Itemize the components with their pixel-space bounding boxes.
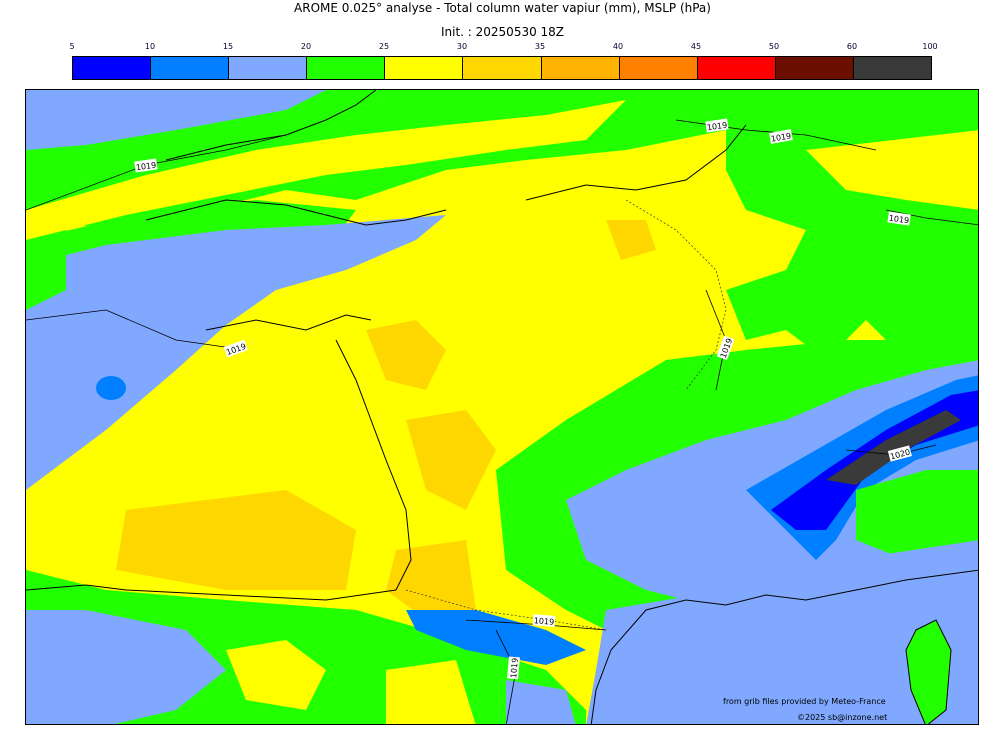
- vapour-field-25-30: [806, 130, 978, 210]
- isobar-label-box: [223, 339, 249, 358]
- corsica-coast: [905, 619, 952, 724]
- isobar-line: [885, 209, 978, 226]
- vapour-field-30-35: [366, 320, 446, 390]
- water-vapour-map: 1019 1019 1019 1019 1019 1019: [26, 90, 978, 724]
- brittany-coast: [205, 314, 372, 331]
- isobar-label: 1019: [888, 214, 909, 226]
- belgium-coast: [525, 124, 747, 201]
- colorbar-tick-label: 40: [612, 42, 624, 51]
- border-east: [625, 199, 727, 391]
- vapour-field-15-20: [506, 680, 576, 724]
- vapour-field-20-25: [26, 90, 978, 230]
- data-source-credit: from grib files provided by Meteo-France: [723, 697, 886, 706]
- vapour-field-30-35: [406, 410, 496, 510]
- isobar-label-box: [887, 211, 911, 226]
- map-title: AROME 0.025° analyse - Total column wate…: [294, 1, 711, 15]
- colorbar-tick-label: 15: [222, 42, 234, 51]
- spain-north-coast: [26, 584, 397, 601]
- colorbar-segment: [619, 57, 698, 79]
- init-time: Init. : 20250530 18Z: [440, 25, 565, 39]
- colorbar-segment: [697, 57, 776, 79]
- colorbar-tick-label: 20: [300, 42, 312, 51]
- isobar-label: 1019: [770, 131, 792, 143]
- vapour-field-15-20: [26, 215, 446, 490]
- catalonia-coast: [590, 649, 612, 724]
- vapour-field-25-30: [386, 660, 476, 724]
- vapour-field-30-35: [386, 540, 476, 620]
- coastlines: [26, 90, 978, 724]
- vapour-field-high-peaks: [826, 410, 961, 485]
- isobar-label: 1019: [509, 658, 520, 679]
- isobar-label: 1019: [706, 121, 727, 133]
- colorbar-segment: [541, 57, 620, 79]
- vapour-field-20-25: [856, 470, 978, 560]
- map-panel: 1019 1019 1019 1019 1019 1019: [25, 89, 979, 725]
- vapour-field-25-30: [26, 100, 626, 240]
- isobar-label-box: [705, 118, 729, 133]
- vapour-field-10-15: [406, 610, 586, 665]
- vapour-field-15-20: [26, 610, 226, 724]
- isobar-label-box: [716, 335, 735, 361]
- vapour-field-15-20: [586, 540, 978, 724]
- colorbar-tick-label: 10: [144, 42, 156, 51]
- isobar-label-box: [134, 158, 158, 173]
- colorbar-tick-label: 25: [378, 42, 390, 51]
- colorbar-segment: [775, 57, 854, 79]
- colorbar-tick-label: 45: [690, 42, 702, 51]
- isobar-label-box: [769, 129, 793, 144]
- mediterranean-coast: [610, 569, 978, 651]
- isobar-line: [26, 309, 247, 351]
- colorbar-tick-label: 50: [768, 42, 780, 51]
- isobar-label: 1019: [135, 161, 156, 173]
- colorbar-segment: [151, 57, 230, 79]
- colorbar-tick-label: 5: [69, 42, 75, 51]
- england-south-coast: [165, 90, 377, 161]
- colorbar: [72, 56, 932, 80]
- channel-coast: [145, 199, 447, 226]
- colorbar-tick-label: 35: [534, 42, 546, 51]
- isobar-label: 1019: [533, 616, 554, 627]
- isobar-line: [26, 134, 287, 211]
- colorbar-segment: [307, 57, 386, 79]
- colorbar-segment: [385, 57, 464, 79]
- colorbar-tick-label: 100: [922, 42, 938, 51]
- vapour-field-30-35: [606, 220, 656, 260]
- vapour-field-30-35: [116, 490, 356, 590]
- colorbar-tick-label: 60: [846, 42, 858, 51]
- vapour-field-15-20: [26, 90, 326, 150]
- vapour-field-25-30: [226, 640, 326, 710]
- colorbar-segment: [73, 57, 152, 79]
- isobar-label-box: [532, 614, 556, 627]
- corsica-field: [906, 620, 951, 724]
- colorbar-tick-label: 30: [456, 42, 468, 51]
- vapour-field-20-25: [26, 230, 66, 310]
- colorbar-segment: [229, 57, 308, 79]
- vapour-field-10-15: [96, 376, 126, 400]
- copyright-credit: ©2025 sb@inzone.net: [797, 713, 888, 722]
- isobar-label-box: [507, 656, 520, 680]
- colorbar-segment: [853, 57, 932, 79]
- border-pyrenees: [405, 589, 607, 631]
- atlantic-coast: [335, 339, 412, 591]
- colorbar-segment: [463, 57, 542, 79]
- country-borders: [405, 199, 727, 631]
